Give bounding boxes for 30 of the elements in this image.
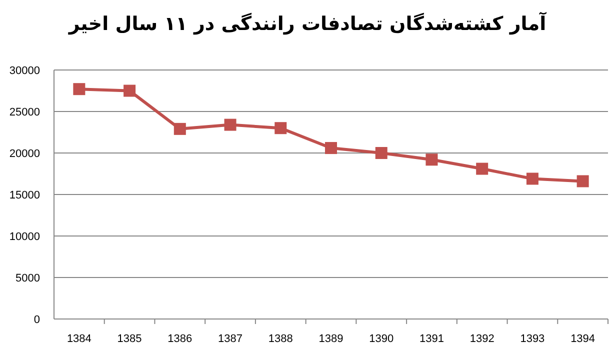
- x-tick-label: 1389: [318, 333, 344, 345]
- x-tick-label: 1393: [520, 333, 545, 345]
- x-tick-label: 1392: [470, 333, 494, 345]
- y-tick-label: 0: [34, 314, 40, 326]
- y-tick-label: 25000: [9, 106, 40, 118]
- x-tick-label: 1391: [419, 333, 444, 345]
- point: [375, 147, 388, 159]
- point: [476, 162, 488, 175]
- x-tick-label: 1388: [268, 333, 293, 345]
- x-tick-label: 1385: [117, 333, 142, 345]
- y-tick-label: 20000: [9, 148, 40, 160]
- point: [426, 154, 438, 166]
- point: [124, 84, 136, 97]
- point: [274, 122, 287, 134]
- x-tick-label: 1394: [570, 333, 596, 345]
- y-tick-label: 15000: [9, 190, 40, 202]
- y-tick-label: 30000: [9, 65, 40, 77]
- x-tick-label: 1390: [369, 333, 394, 345]
- y-tick-label: 5000: [16, 272, 40, 284]
- x-tick-label: 1387: [218, 333, 243, 345]
- x-tick-label: 1386: [168, 333, 192, 345]
- x-tick-label: 1384: [66, 333, 92, 345]
- point: [224, 118, 236, 131]
- point: [73, 83, 86, 96]
- point: [576, 175, 589, 188]
- point: [325, 142, 337, 154]
- point: [174, 122, 186, 135]
- chart-title: آمار کشته‌شدگان تصادفات رانندگی در ۱۱ سال اخیر: [68, 11, 547, 35]
- point: [526, 172, 538, 185]
- y-tick-label: 10000: [9, 231, 40, 243]
